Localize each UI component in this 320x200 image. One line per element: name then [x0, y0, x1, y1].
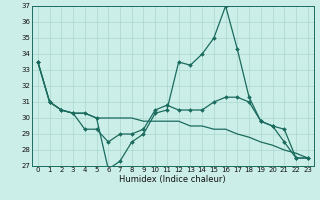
X-axis label: Humidex (Indice chaleur): Humidex (Indice chaleur) [119, 175, 226, 184]
